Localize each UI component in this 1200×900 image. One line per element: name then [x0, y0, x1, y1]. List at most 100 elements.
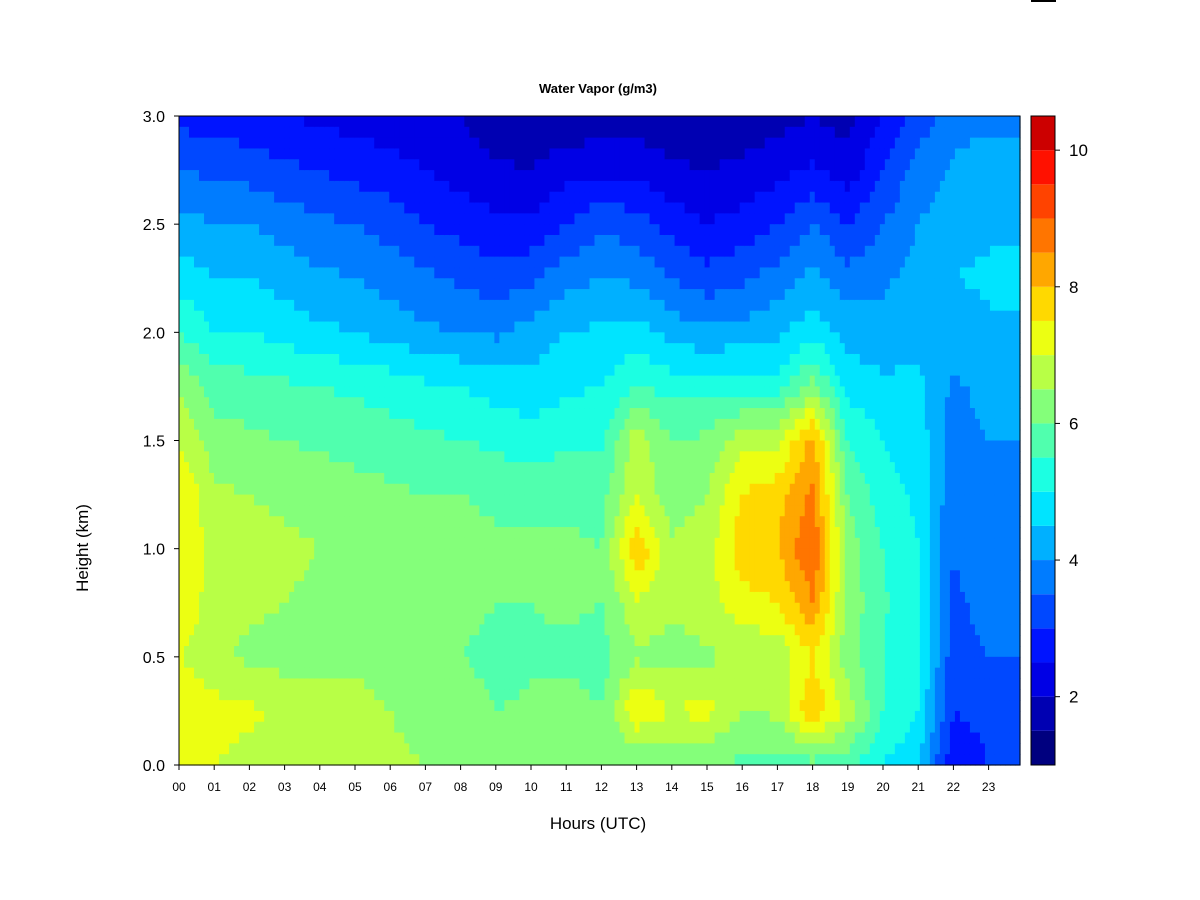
heatmap-cell: [529, 429, 536, 442]
heatmap-cell: [324, 116, 330, 128]
heatmap-cell: [184, 483, 190, 496]
heatmap-cell: [389, 613, 395, 625]
heatmap-cell: [514, 721, 521, 734]
heatmap-cell: [429, 440, 435, 452]
heatmap-cell: [424, 602, 430, 615]
heatmap-cell: [469, 170, 475, 182]
heatmap-cell: [509, 429, 515, 442]
heatmap-cell: [184, 462, 190, 474]
heatmap-cell: [489, 591, 495, 604]
heatmap-cell: [224, 710, 230, 723]
heatmap-cell: [199, 321, 205, 333]
heatmap-cell: [209, 754, 215, 766]
heatmap-cell: [349, 418, 355, 431]
heatmap-cell: [204, 159, 210, 171]
heatmap-cell: [539, 364, 546, 377]
heatmap-cell: [349, 397, 355, 409]
heatmap-cell: [559, 364, 566, 377]
heatmap-cell: [214, 732, 220, 744]
heatmap-cell: [574, 278, 581, 290]
heatmap-cell: [309, 754, 315, 766]
heatmap-cell: [179, 234, 185, 247]
heatmap-cell: [439, 224, 445, 236]
heatmap-cell: [389, 353, 395, 366]
heatmap-cell: [239, 494, 245, 506]
heatmap-cell: [569, 267, 576, 279]
heatmap-cell: [194, 343, 200, 355]
heatmap-cell: [434, 397, 440, 409]
heatmap-cell: [539, 224, 546, 236]
heatmap-cell: [339, 559, 345, 571]
heatmap-cell: [419, 170, 425, 182]
heatmap-cell: [479, 267, 485, 279]
heatmap-cell: [184, 245, 190, 258]
heatmap-cell: [514, 581, 521, 593]
heatmap-cell: [279, 700, 285, 712]
heatmap-cell: [364, 635, 370, 647]
heatmap-cell: [374, 278, 380, 290]
heatmap-cell: [269, 721, 275, 734]
heatmap-cell: [454, 245, 460, 258]
heatmap-cell: [434, 245, 440, 258]
heatmap-cell: [589, 180, 596, 193]
heatmap-cell: [539, 159, 546, 171]
heatmap-cell: [444, 656, 450, 669]
heatmap-cell: [399, 656, 405, 669]
heatmap-cell: [589, 548, 596, 561]
heatmap-cell: [414, 721, 420, 734]
heatmap-cell: [364, 256, 370, 269]
heatmap-cell: [579, 646, 586, 658]
heatmap-cell: [219, 278, 225, 290]
heatmap-cell: [399, 483, 405, 496]
heatmap-cell: [449, 267, 455, 279]
heatmap-cell: [214, 646, 220, 658]
heatmap-cell: [444, 245, 450, 258]
heatmap-cell: [289, 440, 295, 452]
heatmap-cell: [314, 537, 320, 550]
heatmap-cell: [344, 516, 350, 528]
heatmap-cell: [489, 710, 495, 723]
heatmap-cell: [254, 754, 260, 766]
heatmap-cell: [429, 418, 435, 431]
heatmap-cell: [264, 700, 270, 712]
heatmap-cell: [439, 494, 445, 506]
heatmap-cell: [299, 418, 305, 431]
heatmap-cell: [199, 494, 205, 506]
heatmap-cell: [434, 234, 440, 247]
heatmap-cell: [364, 700, 370, 712]
heatmap-cell: [499, 451, 505, 463]
heatmap-cell: [464, 126, 470, 139]
heatmap-cell: [244, 602, 250, 615]
heatmap-cell: [294, 343, 300, 355]
heatmap-cell: [224, 332, 230, 344]
heatmap-cell: [534, 353, 541, 366]
heatmap-cell: [264, 408, 270, 420]
heatmap-cell: [199, 180, 205, 193]
heatmap-cell: [399, 689, 405, 701]
heatmap-cell: [579, 213, 586, 225]
heatmap-cell: [314, 364, 320, 377]
heatmap-cell: [454, 202, 460, 214]
heatmap-cell: [414, 656, 420, 669]
heatmap-cell: [579, 116, 586, 128]
heatmap-cell: [229, 386, 235, 398]
heatmap-cell: [389, 343, 395, 355]
heatmap-cell: [189, 408, 195, 420]
heatmap-cell: [429, 754, 435, 766]
heatmap-cell: [344, 483, 350, 496]
heatmap-cell: [564, 310, 571, 323]
heatmap-cell: [354, 213, 360, 225]
heatmap-cell: [394, 126, 400, 139]
heatmap-cell: [509, 148, 515, 160]
heatmap-cell: [214, 180, 220, 193]
heatmap-cell: [274, 462, 280, 474]
heatmap-cell: [219, 429, 225, 442]
heatmap-cell: [569, 332, 576, 344]
heatmap-cell: [264, 472, 270, 485]
heatmap-cell: [579, 559, 586, 571]
heatmap-cell: [379, 180, 385, 193]
heatmap-cell: [244, 591, 250, 604]
heatmap-cell: [454, 667, 460, 680]
heatmap-cell: [459, 689, 465, 701]
heatmap-cell: [264, 505, 270, 517]
